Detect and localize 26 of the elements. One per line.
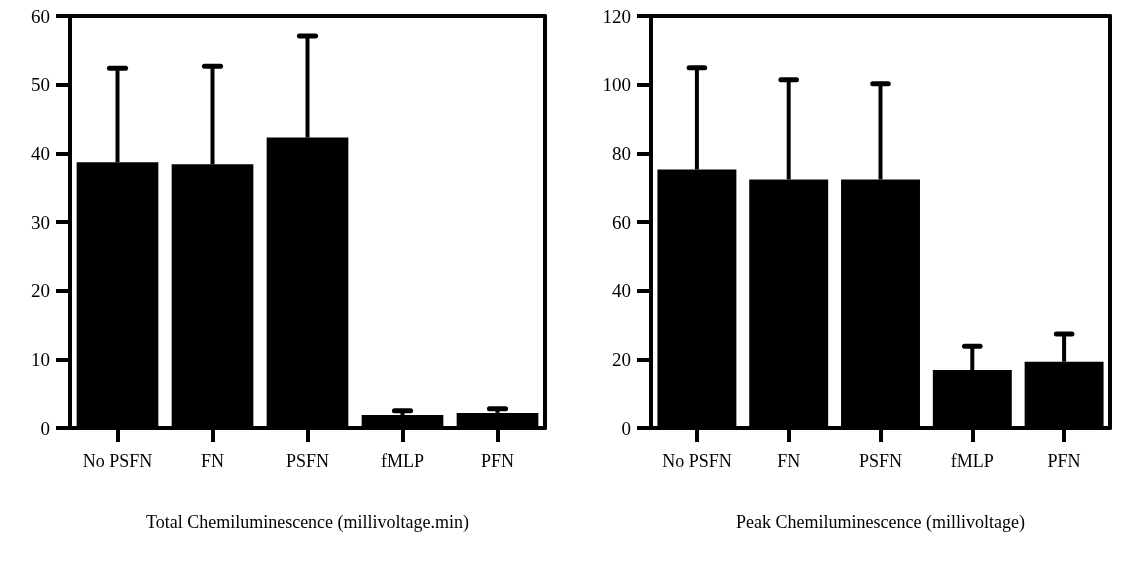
y-tick-label: 40 [612,280,631,302]
x-tick-label: fMLP [380,451,425,471]
x-tick-label: PFN [1047,451,1081,471]
y-tick-label: 20 [612,348,631,370]
x-tick-label: PSFN [858,451,903,471]
y-tick-label: 10 [31,348,50,370]
y-tick-label: 50 [31,74,50,96]
y-tick-label: 40 [31,142,50,164]
x-axis-title: Peak Chemiluminescence (millivoltage) [736,512,1025,533]
x-tick-label: No PSFN [82,451,153,471]
y-tick-label: 0 [621,417,631,439]
y-tick-label: 60 [612,211,631,233]
y-tick-label: 0 [40,417,50,439]
y-tick-label: 100 [602,74,631,96]
y-tick-label: 30 [31,211,50,233]
x-tick-label: FN [200,451,225,471]
x-tick-label: fMLP [950,451,994,471]
y-tick-label: 60 [31,5,50,27]
x-tick-label: PFN [480,451,515,471]
x-tick-label: FN [777,451,801,471]
x-tick-label: PSFN [285,451,330,471]
x-tick-label: No PSFN [662,451,732,471]
y-tick-label: 20 [31,280,50,302]
y-tick-label: 120 [602,5,631,27]
y-tick-label: 80 [612,142,631,164]
x-axis-title: Total Chemiluminescence (millivoltage.min) [145,512,470,533]
